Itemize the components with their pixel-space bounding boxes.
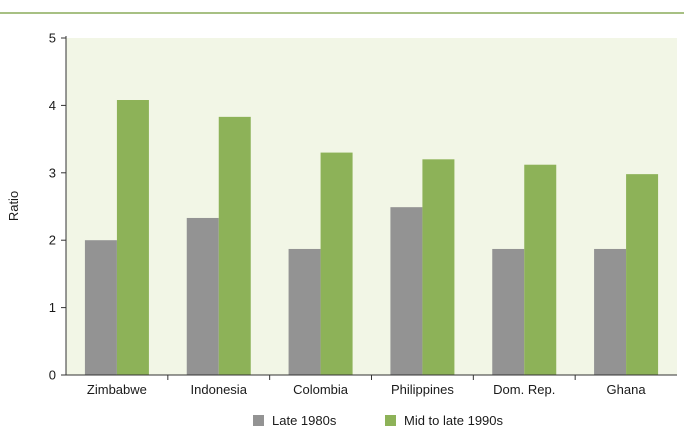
bar-colombia-late-1980s bbox=[288, 248, 321, 375]
y-tick-label: 4 bbox=[49, 98, 56, 113]
legend-label-late-1980s: Late 1980s bbox=[272, 413, 337, 428]
bar-colombia-mid-to-late-1990s bbox=[320, 152, 353, 375]
bar-ghana-mid-to-late-1990s bbox=[626, 174, 659, 375]
bar-philippines-mid-to-late-1990s bbox=[422, 159, 455, 375]
y-tick-label: 5 bbox=[49, 31, 56, 46]
bars-layer bbox=[84, 100, 659, 376]
bar-zimbabwe-mid-to-late-1990s bbox=[116, 100, 149, 376]
x-category-label: Colombia bbox=[293, 382, 349, 397]
legend-swatch-mid-to-late-1990s bbox=[385, 415, 396, 426]
y-tick-label: 1 bbox=[49, 300, 56, 315]
bar-ghana-late-1980s bbox=[594, 248, 627, 375]
bar-zimbabwe-late-1980s bbox=[84, 240, 117, 375]
y-tick-label: 3 bbox=[49, 165, 56, 180]
legend-swatch-late-1980s bbox=[253, 415, 264, 426]
x-category-label: Dom. Rep. bbox=[493, 382, 555, 397]
x-categories: Zimbabwe Indonesia Colombia Philippines Dom.… bbox=[87, 375, 646, 397]
bar-indonesia-late-1980s bbox=[186, 217, 219, 375]
y-tick-label: 0 bbox=[49, 368, 56, 383]
x-category-label: Ghana bbox=[607, 382, 647, 397]
bar-dom-rep-late-1980s bbox=[492, 248, 525, 375]
bar-philippines-late-1980s bbox=[390, 207, 423, 375]
legend-label-mid-to-late-1990s: Mid to late 1990s bbox=[404, 413, 504, 428]
bar-indonesia-mid-to-late-1990s bbox=[218, 116, 251, 375]
x-category-label: Philippines bbox=[391, 382, 454, 397]
y-ticks: 0 1 2 3 4 5 bbox=[49, 31, 66, 383]
plot-background bbox=[66, 38, 677, 375]
y-tick-label: 2 bbox=[49, 233, 56, 248]
y-axis-title: Ratio bbox=[6, 191, 21, 221]
legend: Late 1980s Mid to late 1990s bbox=[253, 413, 504, 428]
bar-dom-rep-mid-to-late-1990s bbox=[524, 164, 557, 375]
x-category-label: Indonesia bbox=[191, 382, 248, 397]
x-category-label: Zimbabwe bbox=[87, 382, 147, 397]
